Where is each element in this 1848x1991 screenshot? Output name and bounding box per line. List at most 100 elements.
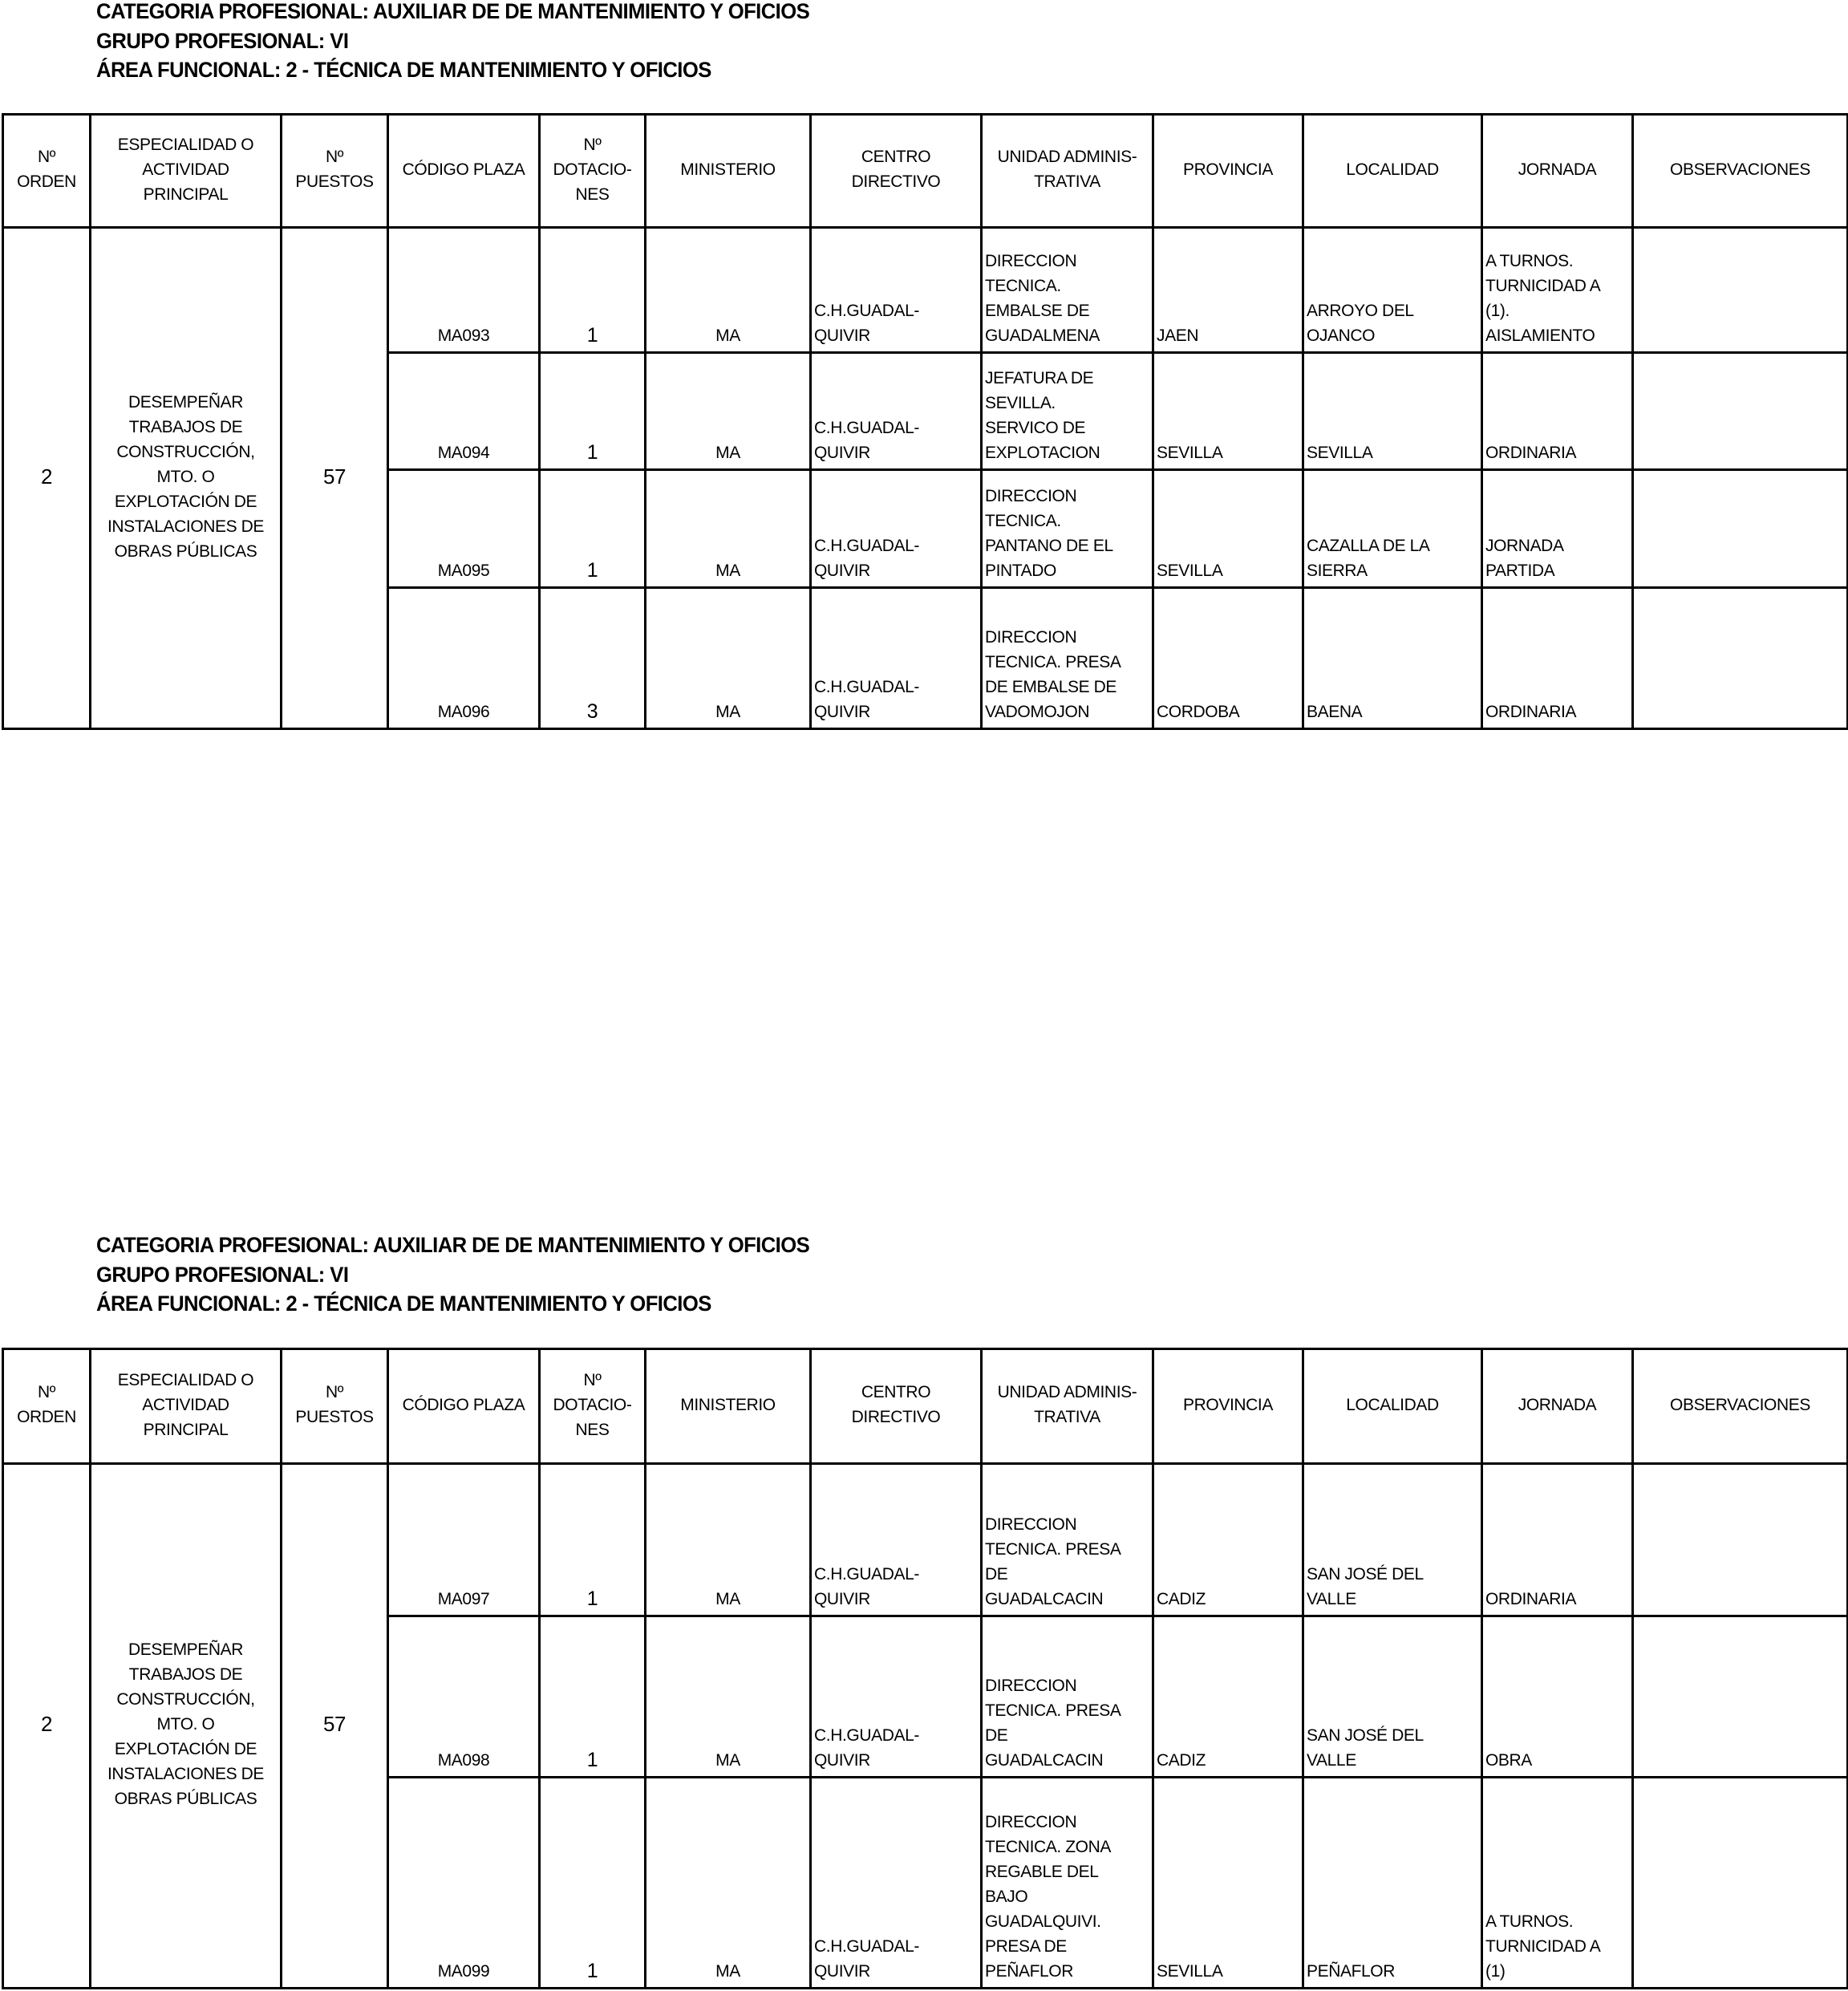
cell-unidad: DIRECCION TECNICA. PRESA DE GUADALCACIN (980, 1615, 1154, 1778)
cell-observaciones (1631, 351, 1848, 471)
header-row: Nº ORDEN ESPECIALIDAD O ACTIVIDAD PRINCIP… (2, 113, 1848, 229)
table-row: MA094 1 MA C.H.GUADAL- QUIVIR JEFATURA DE SE… (3, 351, 1848, 471)
column-header-unidad-administrativa: UNIDAD ADMINIS- TRATIVA (980, 1348, 1154, 1465)
cell-provincia: CADIZ (1152, 1615, 1304, 1778)
cell-jornada: A TURNOS. TURNICIDAD A (1). AISLAMIENTO (1481, 226, 1634, 354)
cell-centro: C.H.GUADAL- QUIVIR (809, 351, 983, 471)
cell-unidad: DIRECCION TECNICA. PRESA DE GUADALCACIN (980, 1462, 1154, 1617)
column-header-codigo-plaza: CÓDIGO PLAZA (387, 1348, 541, 1465)
cell-codigo: MA096 (387, 586, 541, 730)
cell-localidad: PEÑAFLOR (1302, 1776, 1483, 1989)
cell-orden: 2 (2, 226, 91, 730)
cell-dotaciones: 1 (538, 1615, 646, 1778)
table-row: MA099 1 MA C.H.GUADAL- QUIVIR DIRECCION TECN… (3, 1776, 1848, 1989)
cell-provincia: JAEN (1152, 226, 1304, 354)
cell-ministerio: MA (644, 1462, 812, 1617)
cell-provincia: CADIZ (1152, 1462, 1304, 1617)
section-titles: CATEGORIA PROFESIONAL: AUXILIAR DE DE MA… (96, 0, 810, 85)
header-row: Nº ORDEN ESPECIALIDAD O ACTIVIDAD PRINCIP… (2, 1348, 1848, 1465)
section-titles: CATEGORIA PROFESIONAL: AUXILIAR DE DE MA… (96, 1231, 810, 1319)
cell-jornada: ORDINARIA (1481, 1462, 1634, 1617)
cell-localidad: BAENA (1302, 586, 1483, 730)
cell-puestos: 57 (280, 226, 389, 730)
cell-ministerio: MA (644, 1776, 812, 1989)
cell-dotaciones: 1 (538, 1462, 646, 1617)
cell-codigo: MA094 (387, 351, 541, 471)
cell-centro: C.H.GUADAL- QUIVIR (809, 468, 983, 589)
column-header-observaciones: OBSERVACIONES (1631, 113, 1848, 229)
cell-jornada: OBRA (1481, 1615, 1634, 1778)
cell-unidad: DIRECCION TECNICA. PANTANO DE EL PINTADO (980, 468, 1154, 589)
column-header-provincia: PROVINCIA (1152, 113, 1304, 229)
cell-centro: C.H.GUADAL- QUIVIR (809, 226, 983, 354)
cell-ministerio: MA (644, 226, 812, 354)
cell-dotaciones: 1 (538, 226, 646, 354)
column-header-especialidad: ESPECIALIDAD O ACTIVIDAD PRINCIPAL (89, 113, 282, 229)
cell-dotaciones: 1 (538, 1776, 646, 1989)
cell-centro: C.H.GUADAL- QUIVIR (809, 586, 983, 730)
column-header-dotaciones: Nº DOTACIO- NES (538, 113, 646, 229)
cell-codigo: MA098 (387, 1615, 541, 1778)
cell-localidad: CAZALLA DE LA SIERRA (1302, 468, 1483, 589)
area-title: ÁREA FUNCIONAL: 2 - TÉCNICA DE MANTENIMI… (96, 1292, 711, 1316)
column-header-provincia: PROVINCIA (1152, 1348, 1304, 1465)
cell-provincia: SEVILLA (1152, 351, 1304, 471)
positions-table: Nº ORDEN ESPECIALIDAD O ACTIVIDAD PRINCIP… (2, 113, 1848, 730)
cell-ministerio: MA (644, 1615, 812, 1778)
cell-observaciones (1631, 1776, 1848, 1989)
cell-unidad: DIRECCION TECNICA. EMBALSE DE GUADALMENA (980, 226, 1154, 354)
cell-localidad: ARROYO DEL OJANCO (1302, 226, 1483, 354)
column-header-jornada: JORNADA (1481, 113, 1634, 229)
cell-localidad: SAN JOSÉ DEL VALLE (1302, 1615, 1483, 1778)
column-header-localidad: LOCALIDAD (1302, 1348, 1483, 1465)
column-header-ministerio: MINISTERIO (644, 113, 812, 229)
categoria-title: CATEGORIA PROFESIONAL: AUXILIAR DE DE MA… (96, 1233, 810, 1257)
cell-observaciones (1631, 226, 1848, 354)
cell-observaciones (1631, 1462, 1848, 1617)
column-header-puestos: Nº PUESTOS (280, 113, 389, 229)
cell-centro: C.H.GUADAL- QUIVIR (809, 1615, 983, 1778)
column-header-unidad-administrativa: UNIDAD ADMINIS- TRATIVA (980, 113, 1154, 229)
cell-provincia: SEVILLA (1152, 1776, 1304, 1989)
cell-localidad: SEVILLA (1302, 351, 1483, 471)
positions-table: Nº ORDEN ESPECIALIDAD O ACTIVIDAD PRINCIP… (2, 1348, 1848, 1989)
column-header-ministerio: MINISTERIO (644, 1348, 812, 1465)
cell-jornada: ORDINARIA (1481, 351, 1634, 471)
column-header-puestos: Nº PUESTOS (280, 1348, 389, 1465)
cell-centro: C.H.GUADAL- QUIVIR (809, 1776, 983, 1989)
cell-puestos: 57 (280, 1462, 389, 1989)
column-header-orden: Nº ORDEN (2, 1348, 91, 1465)
cell-observaciones (1631, 468, 1848, 589)
cell-jornada: ORDINARIA (1481, 586, 1634, 730)
cell-observaciones (1631, 1615, 1848, 1778)
table-row: MA095 1 MA C.H.GUADAL- QUIVIR DIRECCION TECN… (3, 468, 1848, 589)
cell-ministerio: MA (644, 586, 812, 730)
grupo-title: GRUPO PROFESIONAL: VI (96, 1262, 349, 1287)
column-header-centro-directivo: CENTRO DIRECTIVO (809, 113, 983, 229)
cell-provincia: SEVILLA (1152, 468, 1304, 589)
cell-observaciones (1631, 586, 1848, 730)
cell-especialidad: DESEMPEÑAR TRABAJOS DE CONSTRUCCIÓN, MTO… (89, 226, 282, 730)
cell-localidad: SAN JOSÉ DEL VALLE (1302, 1462, 1483, 1617)
cell-codigo: MA095 (387, 468, 541, 589)
categoria-title: CATEGORIA PROFESIONAL: AUXILIAR DE DE MA… (96, 0, 810, 23)
cell-provincia: CORDOBA (1152, 586, 1304, 730)
column-header-localidad: LOCALIDAD (1302, 113, 1483, 229)
column-header-orden: Nº ORDEN (2, 113, 91, 229)
table-row: 2 DESEMPEÑAR TRABAJOS DE CONSTRUCCIÓN, MT… (2, 1462, 1848, 1989)
cell-especialidad: DESEMPEÑAR TRABAJOS DE CONSTRUCCIÓN, MTO… (89, 1462, 282, 1989)
cell-dotaciones: 1 (538, 468, 646, 589)
column-header-jornada: JORNADA (1481, 1348, 1634, 1465)
cell-codigo: MA093 (387, 226, 541, 354)
cell-unidad: DIRECCION TECNICA. ZONA REGABLE DEL BAJO… (980, 1776, 1154, 1989)
cell-unidad: DIRECCION TECNICA. PRESA DE EMBALSE DE V… (980, 586, 1154, 730)
cell-ministerio: MA (644, 351, 812, 471)
cell-dotaciones: 1 (538, 351, 646, 471)
table-row: MA096 3 MA C.H.GUADAL- QUIVIR DIRECCION TECN… (3, 586, 1848, 730)
cell-codigo: MA099 (387, 1776, 541, 1989)
table-row: MA098 1 MA C.H.GUADAL- QUIVIR DIRECCION TECN… (3, 1615, 1848, 1778)
cell-jornada: JORNADA PARTIDA (1481, 468, 1634, 589)
grupo-title: GRUPO PROFESIONAL: VI (96, 28, 349, 53)
column-header-observaciones: OBSERVACIONES (1631, 1348, 1848, 1465)
cell-jornada: A TURNOS. TURNICIDAD A (1) (1481, 1776, 1634, 1989)
